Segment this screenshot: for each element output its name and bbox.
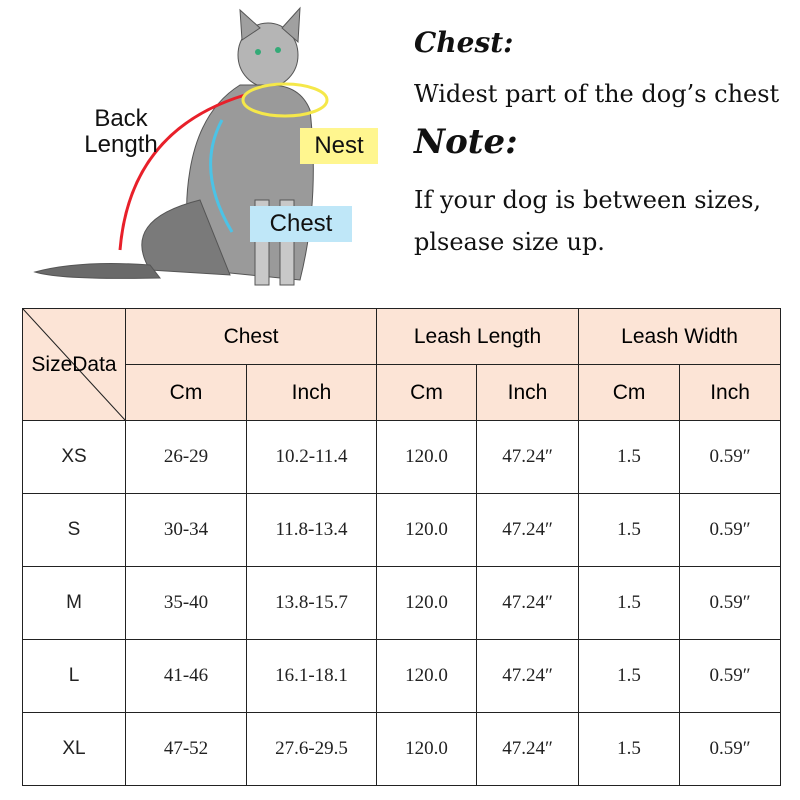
- value-cell: 120.0: [376, 639, 478, 713]
- table-row: XL 47-52 27.6-29.5 120.0 47.24″ 1.5 0.59″: [22, 712, 782, 786]
- back-length-label: Back Length: [84, 105, 158, 158]
- value-cell: 10.2-11.4: [245, 420, 378, 494]
- unit-header: Cm: [578, 364, 681, 421]
- value-cell: 41-46: [125, 639, 247, 713]
- table-row: M 35-40 13.8-15.7 120.0 47.24″ 1.5 0.59″: [22, 566, 782, 640]
- nest-label: Nest: [300, 128, 378, 164]
- value-cell: 120.0: [376, 566, 478, 640]
- value-cell: 26-29: [125, 420, 247, 494]
- table-row: S 30-34 11.8-13.4 120.0 47.24″ 1.5 0.59″: [22, 493, 782, 567]
- unit-header: Cm: [376, 364, 478, 421]
- chest-line: [209, 119, 234, 233]
- corner-cell: SizeData: [22, 308, 126, 421]
- table-row: L 41-46 16.1-18.1 120.0 47.24″ 1.5 0.59″: [22, 639, 782, 713]
- value-cell: 47.24″: [476, 420, 580, 494]
- note-text-line-1: If your dog is between sizes,: [414, 186, 762, 214]
- note-heading: Note:: [414, 122, 518, 162]
- group-header: Leash Length: [376, 308, 580, 365]
- value-cell: 47-52: [125, 712, 247, 786]
- size-cell: XS: [22, 420, 126, 494]
- value-cell: 47.24″: [476, 639, 580, 713]
- value-cell: 47.24″: [476, 712, 580, 786]
- chest-heading: Chest:: [414, 26, 514, 59]
- cat-measurement-illustration: Back Length Nest Chest: [0, 0, 400, 300]
- value-cell: 47.24″: [476, 493, 580, 567]
- group-header: Leash Width: [578, 308, 782, 365]
- unit-header: Inch: [245, 364, 378, 421]
- unit-header: Cm: [125, 364, 247, 421]
- value-cell: 0.59″: [679, 566, 782, 640]
- value-cell: 1.5: [578, 420, 681, 494]
- note-text-line-2: plsease size up.: [414, 228, 605, 256]
- value-cell: 1.5: [578, 493, 681, 567]
- size-table: SizeData Chest Leash Length Leash Width …: [22, 308, 782, 786]
- value-cell: 27.6-29.5: [245, 712, 378, 786]
- value-cell: 120.0: [376, 712, 478, 786]
- value-cell: 30-34: [125, 493, 247, 567]
- corner-label: SizeData: [31, 352, 117, 376]
- value-cell: 47.24″: [476, 566, 580, 640]
- unit-header-row: Cm Inch Cm Inch Cm Inch: [23, 364, 782, 421]
- back-length-line: [118, 93, 246, 251]
- size-cell: XL: [22, 712, 126, 786]
- value-cell: 0.59″: [679, 493, 782, 567]
- size-cell: L: [22, 639, 126, 713]
- value-cell: 35-40: [125, 566, 247, 640]
- group-header: Chest: [124, 308, 378, 365]
- value-cell: 1.5: [578, 639, 681, 713]
- chest-label: Chest: [250, 206, 352, 242]
- size-cell: M: [22, 566, 126, 640]
- unit-header: Inch: [476, 364, 580, 421]
- group-header-row: SizeData Chest Leash Length Leash Width: [22, 308, 782, 421]
- nest-line: [241, 82, 329, 118]
- value-cell: 0.59″: [679, 639, 782, 713]
- value-cell: 120.0: [376, 420, 478, 494]
- value-cell: 11.8-13.4: [245, 493, 378, 567]
- unit-header: Inch: [679, 364, 782, 421]
- value-cell: 1.5: [578, 712, 681, 786]
- value-cell: 0.59″: [679, 420, 782, 494]
- value-cell: 0.59″: [679, 712, 782, 786]
- value-cell: 16.1-18.1: [245, 639, 378, 713]
- chest-description: Widest part of the dog’s chest: [414, 80, 780, 108]
- table-row: XS 26-29 10.2-11.4 120.0 47.24″ 1.5 0.59″: [22, 420, 782, 494]
- value-cell: 1.5: [578, 566, 681, 640]
- value-cell: 13.8-15.7: [245, 566, 378, 640]
- value-cell: 120.0: [376, 493, 478, 567]
- size-cell: S: [22, 493, 126, 567]
